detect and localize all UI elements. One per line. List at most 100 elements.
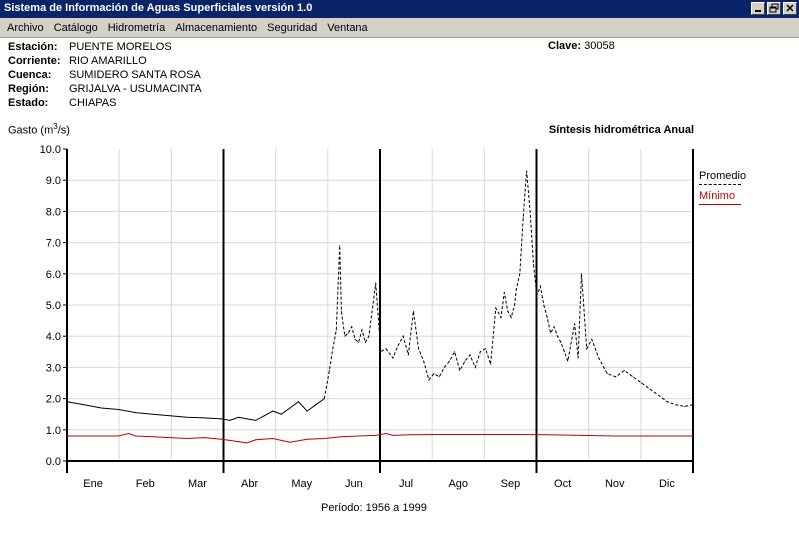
promedio-point — [402, 335, 404, 337]
promedio-point — [135, 412, 137, 414]
promedio-point — [514, 304, 516, 306]
hydrometric-chart: 0.0 1.0 2.0 3.0 4.0 5.0 6.0 7.0 8.0 9.0 10.0 Ene Feb… — [40, 144, 694, 490]
y-tick-label: 10.0 — [40, 144, 61, 156]
promedio-point — [464, 360, 466, 362]
legend-minimo-label: Mínimo — [699, 190, 736, 202]
series-promedio-solid — [66, 398, 325, 421]
promedio-point — [479, 351, 481, 353]
promedio-point — [507, 310, 509, 312]
minimo-point — [83, 435, 85, 437]
corriente-row: Corriente: RIO AMARILLO — [8, 54, 202, 68]
minimo-point — [255, 439, 257, 441]
minimo-point — [478, 433, 480, 435]
cuenca-value: SUMIDERO SANTA ROSA — [69, 69, 201, 81]
minimo-point — [340, 436, 342, 438]
promedio-point — [500, 316, 502, 318]
promedio-point — [220, 418, 222, 420]
x-tick-label: Sep — [501, 478, 521, 490]
station-value: PUENTE MORELOS — [69, 41, 172, 53]
promedio-point — [263, 415, 265, 417]
promedio-point — [443, 366, 445, 368]
minimo-point — [238, 441, 240, 443]
minimize-button[interactable] — [751, 2, 765, 15]
x-tick-label: May — [291, 478, 312, 490]
y-tick-label: 4.0 — [46, 331, 61, 343]
promedio-point — [323, 398, 325, 400]
promedio-point — [510, 316, 512, 318]
promedio-point — [448, 360, 450, 362]
menu-seguridad[interactable]: Seguridad — [267, 21, 318, 34]
promedio-point — [469, 354, 471, 356]
y-tick-label: 5.0 — [46, 300, 61, 312]
x-tick-label: Mar — [188, 478, 207, 490]
promedio-point — [591, 338, 593, 340]
promedio-point — [586, 348, 588, 350]
cuenca-row: Cuenca: SUMIDERO SANTA ROSA — [8, 68, 202, 82]
promedio-point — [428, 379, 430, 381]
promedio-point — [255, 419, 257, 421]
y-axis-label-suffix: /s) — [57, 124, 70, 137]
minimo-point — [272, 438, 274, 440]
promedio-point — [543, 304, 545, 306]
promedio-point — [606, 373, 608, 375]
promedio-point — [529, 210, 531, 212]
x-tick-label: Ene — [83, 478, 103, 490]
x-tick-label: Jul — [399, 478, 413, 490]
report-area: 0.0 1.0 2.0 3.0 4.0 5.0 6.0 7.0 8.0 9.0 10.0 Ene Feb… — [0, 38, 799, 547]
y-tick-label: 7.0 — [46, 238, 61, 250]
promedio-point — [536, 295, 538, 297]
restore-button[interactable] — [767, 2, 781, 15]
promedio-point — [246, 418, 248, 420]
x-tick-label: Dic — [659, 478, 675, 490]
promedio-point — [289, 407, 291, 409]
promedio-point — [539, 285, 541, 287]
promedio-point — [418, 348, 420, 350]
minimo-point — [66, 435, 68, 437]
minimo-point — [186, 438, 188, 440]
clave-value: 30058 — [584, 40, 615, 52]
promedio-point — [623, 370, 625, 372]
promedio-point — [315, 404, 317, 406]
promedio-point — [532, 263, 534, 265]
promedio-point — [581, 273, 583, 275]
minimo-point — [581, 434, 583, 436]
minimo-point — [135, 435, 137, 437]
promedio-point — [490, 363, 492, 365]
promedio-point — [515, 288, 517, 290]
promedio-point — [186, 416, 188, 418]
close-button[interactable] — [783, 2, 797, 15]
promedio-point — [347, 332, 349, 334]
menu-almacenamiento[interactable]: Almacenamiento — [175, 21, 258, 34]
promedio-point — [454, 351, 456, 353]
promedio-point — [203, 417, 205, 419]
promedio-point — [368, 335, 370, 337]
minimo-point — [246, 442, 248, 444]
y-axis-label-exponent: 3 — [53, 122, 58, 131]
minimo-point — [289, 441, 291, 443]
promedio-point — [495, 307, 497, 309]
corriente-value: RIO AMARILLO — [69, 55, 147, 67]
y-tick-label: 2.0 — [46, 394, 61, 406]
promedio-point — [380, 351, 382, 353]
menu-archivo[interactable]: Archivo — [7, 21, 44, 34]
promedio-point — [632, 376, 634, 378]
promedio-point — [361, 329, 363, 331]
promedio-point — [412, 310, 414, 312]
promedio-point — [641, 382, 643, 384]
minimo-point — [152, 436, 154, 438]
promedio-point — [560, 341, 562, 343]
y-tick-label: 1.0 — [46, 425, 61, 437]
minimo-point — [323, 438, 325, 440]
legend-promedio-label: Promedio — [699, 170, 747, 182]
y-tick-label: 6.0 — [46, 269, 61, 281]
y-tick-label: 8.0 — [46, 206, 61, 218]
menu-catalogo[interactable]: Catálogo — [53, 21, 98, 34]
menu-hidrometria[interactable]: Hidrometría — [107, 21, 166, 34]
minimo-point — [306, 438, 308, 440]
minimo-point — [375, 434, 377, 436]
promedio-point — [354, 338, 356, 340]
promedio-point — [364, 341, 366, 343]
promedio-point — [351, 326, 353, 328]
promedio-point — [459, 370, 461, 372]
menu-ventana[interactable]: Ventana — [327, 21, 368, 34]
